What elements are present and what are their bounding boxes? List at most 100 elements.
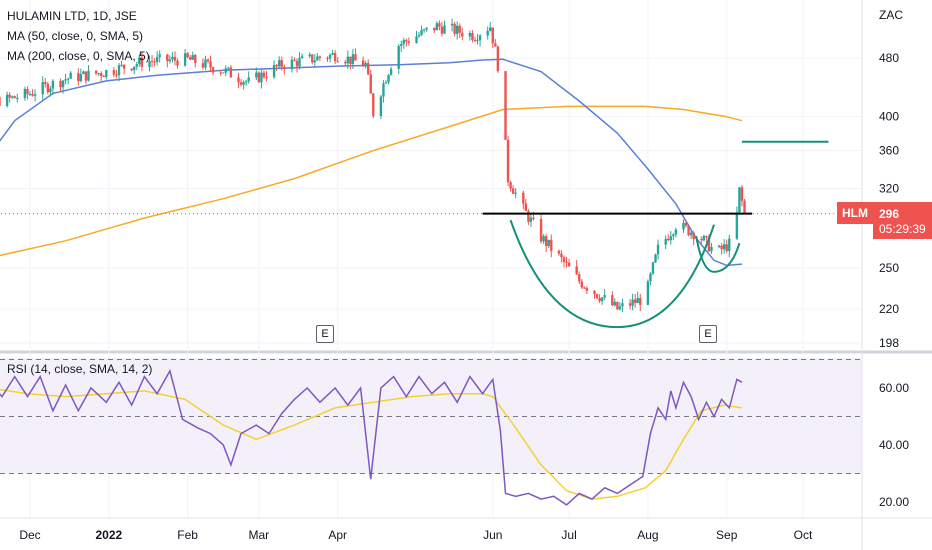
candle-body (354, 54, 357, 61)
candle-body (120, 64, 123, 66)
candle-body (349, 56, 352, 64)
candle-body (183, 53, 187, 66)
candle-body (204, 59, 207, 68)
candle-body (422, 29, 426, 31)
candle-body (369, 74, 372, 94)
candle-body (593, 290, 596, 295)
candle-body (669, 236, 672, 241)
legend-symbol[interactable]: HULAMIN LTD, 1D, JSE (7, 9, 137, 23)
candle-body (265, 77, 268, 79)
candle-body (532, 217, 535, 220)
candle-body (326, 58, 329, 60)
candle-body (227, 67, 230, 69)
candle-body (738, 187, 741, 213)
rsi-layer (0, 359, 862, 506)
candle-body (443, 25, 446, 34)
candle-body (575, 266, 578, 275)
candle-body (598, 298, 601, 301)
candle-body (115, 74, 118, 76)
candle-body (514, 192, 517, 194)
time-tick-label: Aug (637, 528, 658, 542)
candle-body (557, 250, 561, 254)
earnings-marker[interactable]: E (316, 325, 334, 343)
candle-body (667, 238, 670, 241)
candle-body (633, 299, 637, 304)
candle-body (300, 56, 304, 59)
candle-body (458, 25, 461, 33)
candle-body (692, 232, 695, 240)
candle-body (260, 72, 263, 83)
candle-body (283, 66, 286, 70)
candle-body (97, 73, 100, 75)
legend-rsi[interactable]: RSI (14, close, SMA, 14, 2) (7, 362, 153, 376)
candle-body (585, 288, 589, 291)
candle-body (476, 40, 479, 42)
candle-body (87, 70, 90, 81)
candle-body (560, 253, 563, 258)
candle-body (461, 32, 464, 37)
candle-body (82, 71, 85, 75)
candle-body (229, 67, 233, 78)
candle-body (173, 56, 177, 61)
candle-body (344, 61, 347, 64)
candle-body (417, 34, 421, 37)
cup-curve (509, 219, 715, 329)
candle-body (639, 298, 642, 305)
candle-body (440, 26, 444, 34)
candle-body (290, 59, 294, 70)
candle-body (435, 23, 439, 31)
candle-body (28, 94, 32, 96)
candle-body (59, 80, 62, 88)
candle-body (293, 59, 296, 61)
price-tick-label: 198 (879, 336, 899, 350)
time-tick-label: 2022 (95, 528, 122, 542)
candle-body (567, 262, 571, 267)
candle-body (138, 57, 141, 65)
candle-body (272, 65, 276, 78)
candle-body (69, 72, 72, 79)
candle-body (26, 88, 29, 95)
candle-body (649, 273, 652, 282)
candle-body (562, 257, 566, 263)
candle-body (366, 63, 370, 75)
candle-body (654, 254, 657, 263)
candle-body (672, 234, 675, 237)
candle-body (379, 96, 383, 116)
candle-body (631, 299, 634, 306)
price-value-badge: 296 05:29:39 (873, 202, 932, 239)
candle-body (471, 32, 474, 41)
candle-body (611, 295, 614, 306)
candle-body (702, 236, 706, 241)
bar-countdown: 05:29:39 (879, 222, 926, 236)
time-tick-label: Mar (249, 528, 270, 542)
price-tick-label: 480 (879, 51, 899, 65)
candle-body (168, 59, 172, 62)
legend-ma200[interactable]: MA (200, close, 0, SMA, 5) (7, 49, 150, 63)
candle-body (13, 96, 16, 99)
legend-ma50[interactable]: MA (50, close, 0, SMA, 5) (7, 29, 144, 43)
candle-body (384, 82, 388, 84)
candle-body (209, 61, 212, 68)
candle-body (275, 65, 278, 67)
candle-body (194, 55, 197, 64)
earnings-marker[interactable]: E (699, 325, 717, 343)
candle-body (166, 54, 169, 62)
chart-grid (0, 0, 862, 518)
price-tick-label: 250 (879, 261, 899, 275)
candle-body (539, 219, 543, 242)
candle-body (397, 45, 400, 69)
candle-body (150, 61, 154, 63)
time-tick-label: Oct (794, 528, 813, 542)
candle-body (372, 93, 375, 116)
candle-body (740, 187, 744, 201)
candle-body (46, 83, 49, 93)
candle-body (600, 297, 604, 301)
candle-body (201, 63, 205, 68)
time-tick-label: Jun (483, 528, 502, 542)
candle-body (153, 61, 156, 63)
rsi-ma-line (0, 388, 743, 500)
candle-body (720, 245, 723, 250)
candle-body (318, 56, 322, 59)
